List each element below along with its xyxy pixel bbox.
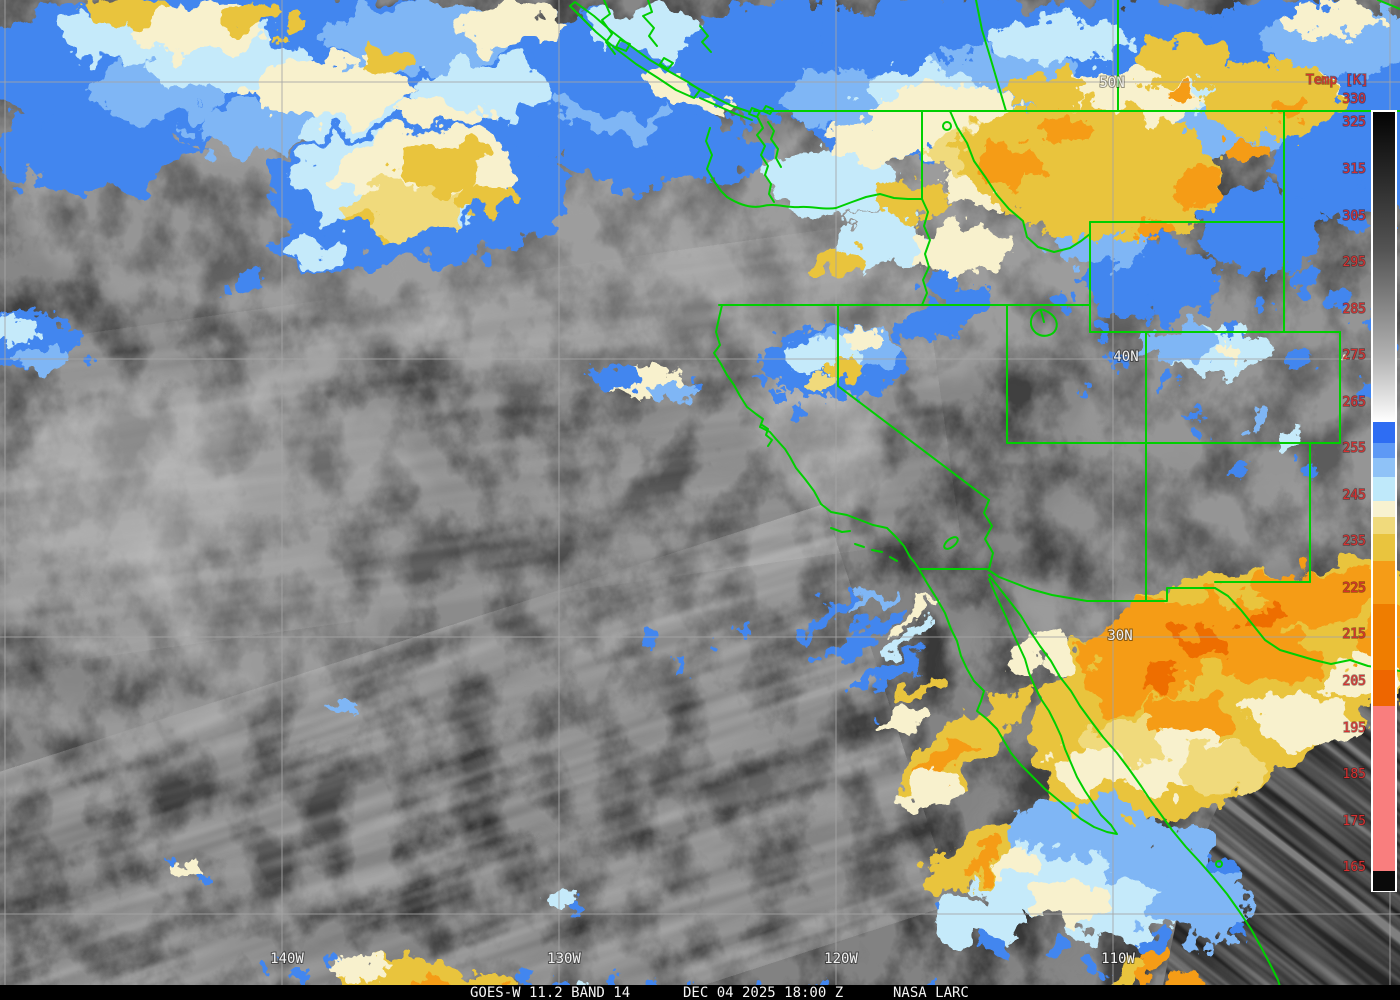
cloud-system-top-left-front — [0, 0, 772, 308]
svg-text:285: 285 — [1343, 302, 1366, 317]
svg-text:235: 235 — [1343, 534, 1366, 549]
colorbar-title: Temp [K] — [1306, 73, 1369, 88]
lon-label-140w: 140W — [270, 951, 304, 967]
caption-datetime: DEC 04 2025 18:00 Z — [683, 985, 843, 1000]
svg-text:205: 205 — [1343, 674, 1366, 689]
svg-text:265: 265 — [1343, 395, 1366, 410]
svg-text:175: 175 — [1343, 814, 1366, 829]
cloud-flecks-ocean — [0, 310, 751, 911]
caption-credit: NASA LARC — [893, 985, 969, 1000]
cloud-cluster-sierra-nevada — [756, 288, 991, 417]
svg-text:275: 275 — [1343, 348, 1366, 363]
svg-text:295: 295 — [1343, 255, 1366, 270]
svg-text:255: 255 — [1343, 441, 1366, 456]
svg-text:225: 225 — [1343, 581, 1366, 596]
lon-label-130w: 130W — [547, 951, 581, 967]
lon-label-110w: 110W — [1101, 951, 1135, 967]
cloud-fragments-bottom-edge — [258, 954, 936, 985]
map-borders — [569, 0, 1400, 985]
cirrus-streak-texture — [0, 285, 792, 628]
lat-label-40n: 40N — [1113, 349, 1138, 365]
svg-text:330: 330 — [1343, 92, 1366, 107]
svg-text:315: 315 — [1343, 162, 1366, 177]
svg-text:245: 245 — [1343, 488, 1366, 503]
ocean-streak-texture — [0, 614, 772, 985]
lat-label-50n: 50N — [1099, 75, 1124, 91]
cloud-system-mexico-convection — [799, 560, 1400, 985]
svg-text:165: 165 — [1343, 860, 1366, 875]
colorbar-tick-labels: 330 325 315 305 295 285 275 265 255 245 … — [1342, 91, 1367, 876]
lon-label-120w: 120W — [824, 951, 858, 967]
svg-text:215: 215 — [1343, 627, 1366, 642]
colorbar-segments — [1373, 112, 1395, 891]
caption-bar: GOES-W 11.2 BAND 14 DEC 04 2025 18:00 Z … — [0, 985, 1400, 1000]
svg-text:185: 185 — [1343, 767, 1366, 782]
caption-product: GOES-W 11.2 BAND 14 — [470, 985, 630, 1000]
lat-label-30n: 30N — [1107, 628, 1132, 644]
svg-text:195: 195 — [1343, 721, 1366, 736]
mountain-wave-clouds — [1160, 688, 1400, 985]
temperature-colorbar: Temp [K] 330 325 315 305 295 285 275 265 — [1305, 72, 1397, 892]
svg-text:305: 305 — [1343, 209, 1366, 224]
grid-labels: 50N 40N 30N 140W 130W 120W 110W — [269, 74, 1140, 968]
svg-text:325: 325 — [1343, 115, 1366, 130]
